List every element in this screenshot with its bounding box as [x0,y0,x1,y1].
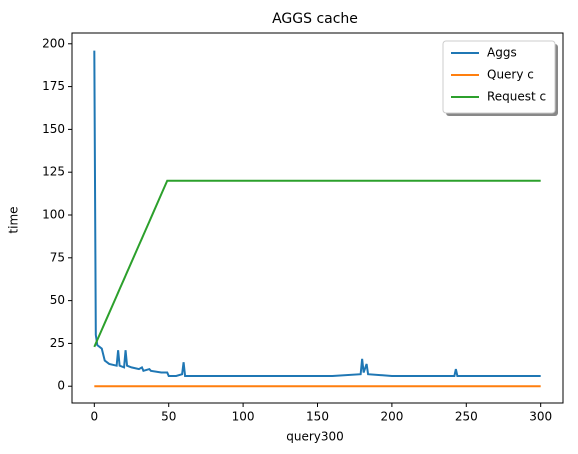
legend-label: Query c [487,68,534,82]
y-tick-label: 150 [42,122,65,136]
y-tick-label: 50 [50,293,65,307]
x-tick-label: 150 [306,410,329,424]
legend-label: Aggs [487,46,517,60]
line [93,50,541,377]
y-tick-label: 100 [42,208,65,222]
x-axis-label: query300 [286,430,344,444]
x-tick-label: 0 [90,410,98,424]
y-tick-label: 200 [42,36,65,50]
y-axis-label: time [7,206,21,233]
legend-label: Request c [487,90,546,104]
plot-frame [71,32,564,404]
y-tick-label: 175 [42,79,65,93]
x-tick-label: 300 [529,410,552,424]
chart-title: AGGS cache [272,11,358,27]
legend-box [442,40,556,114]
x-tick-label: 100 [232,410,255,424]
x-tick-label: 250 [455,410,478,424]
line [93,179,541,348]
y-tick-label: 0 [57,379,65,393]
x-tick-label: 200 [380,410,403,424]
y-tick-label: 75 [50,250,65,264]
legend: Aggs Query c Request c [442,40,558,116]
y-tick-label: 25 [50,336,65,350]
x-tick-label: 50 [161,410,176,424]
y-tick-label: 125 [42,165,65,179]
